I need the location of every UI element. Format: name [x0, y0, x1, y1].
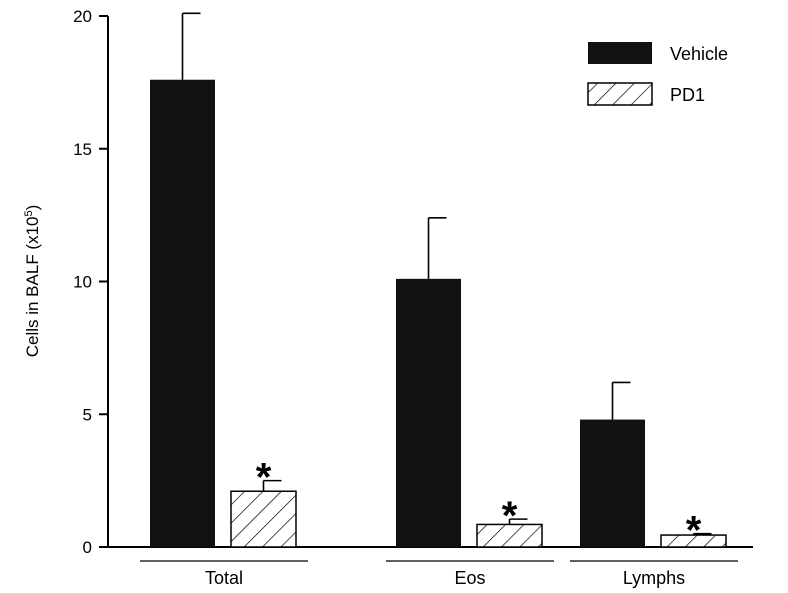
bar-vehicle-total [150, 79, 215, 547]
bar-vehicle-eos [396, 278, 461, 547]
y-tick-label-1: 5 [83, 405, 92, 424]
legend-swatch-pd1 [587, 82, 653, 106]
legend: Vehicle PD1 [587, 42, 728, 106]
category-lines: Total Eos Lymphs [140, 560, 738, 588]
y-tick-label-2: 10 [73, 273, 92, 292]
category-label-lymphs: Lymphs [623, 568, 685, 588]
bar-pd1-lymphs [660, 534, 727, 548]
y-axis-label: Cells in BALF (x105) [23, 205, 42, 358]
legend-label-pd1: PD1 [670, 85, 705, 105]
bar-pd1-total [230, 490, 297, 548]
y-tick-label-3: 15 [73, 140, 92, 159]
significance-star-eos: * [502, 494, 518, 538]
y-tick-label-4: 20 [73, 7, 92, 26]
category-label-eos: Eos [454, 568, 485, 588]
y-ticks: 0 5 10 15 20 [73, 7, 108, 557]
legend-swatch-vehicle [588, 42, 652, 64]
category-label-total: Total [205, 568, 243, 588]
legend-label-vehicle: Vehicle [670, 44, 728, 64]
significance-star-lymphs: * [686, 509, 702, 553]
bars: * * * [150, 12, 727, 553]
significance-star-total: * [256, 456, 272, 500]
y-axis-label-superscript: 5 [23, 210, 35, 216]
bar-pd1-eos [476, 523, 543, 548]
y-tick-label-0: 0 [83, 538, 92, 557]
bar-vehicle-lymphs [580, 419, 645, 547]
